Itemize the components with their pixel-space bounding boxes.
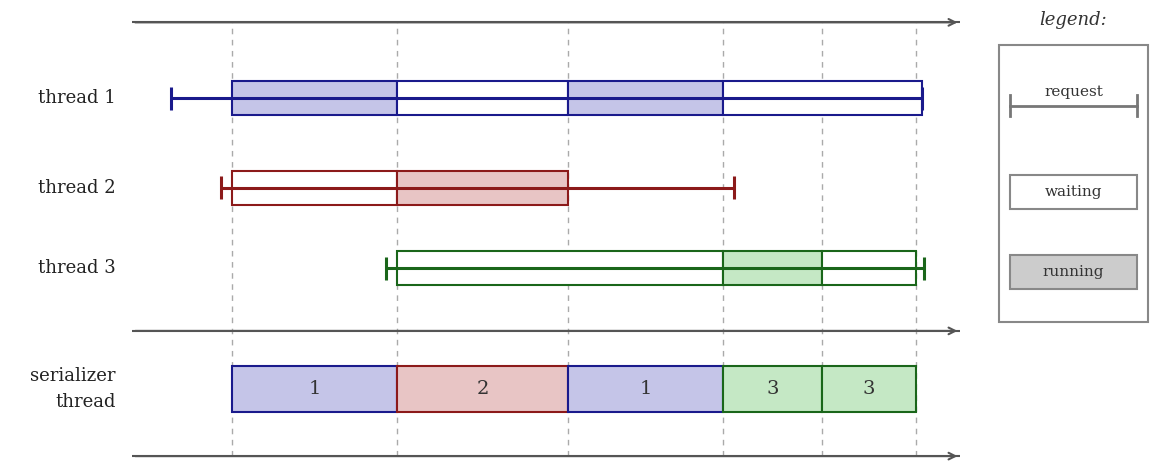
Bar <box>398 251 723 285</box>
Text: running: running <box>1043 265 1105 279</box>
Bar <box>398 366 568 412</box>
Text: 1: 1 <box>308 380 321 398</box>
Text: 2: 2 <box>476 380 489 398</box>
Text: serializer: serializer <box>30 366 116 384</box>
Bar <box>568 366 723 412</box>
Text: thread 2: thread 2 <box>38 179 116 197</box>
Text: thread: thread <box>56 393 116 411</box>
Text: thread 1: thread 1 <box>38 90 116 108</box>
Bar <box>232 82 398 115</box>
Text: 1: 1 <box>640 380 651 398</box>
Text: thread 3: thread 3 <box>38 259 116 277</box>
Bar <box>232 171 398 205</box>
Bar <box>1009 174 1137 209</box>
Text: 3: 3 <box>863 380 875 398</box>
Bar <box>723 82 921 115</box>
Bar <box>398 171 568 205</box>
Text: waiting: waiting <box>1044 185 1102 199</box>
Bar <box>1009 255 1137 289</box>
Text: request: request <box>1044 85 1103 100</box>
Bar <box>823 366 916 412</box>
Bar <box>398 82 568 115</box>
Bar <box>568 82 723 115</box>
Text: 3: 3 <box>766 380 779 398</box>
Text: legend:: legend: <box>1040 10 1107 28</box>
Bar <box>823 251 916 285</box>
Bar <box>999 45 1147 322</box>
Bar <box>723 366 823 412</box>
Bar <box>723 251 823 285</box>
Bar <box>232 366 398 412</box>
